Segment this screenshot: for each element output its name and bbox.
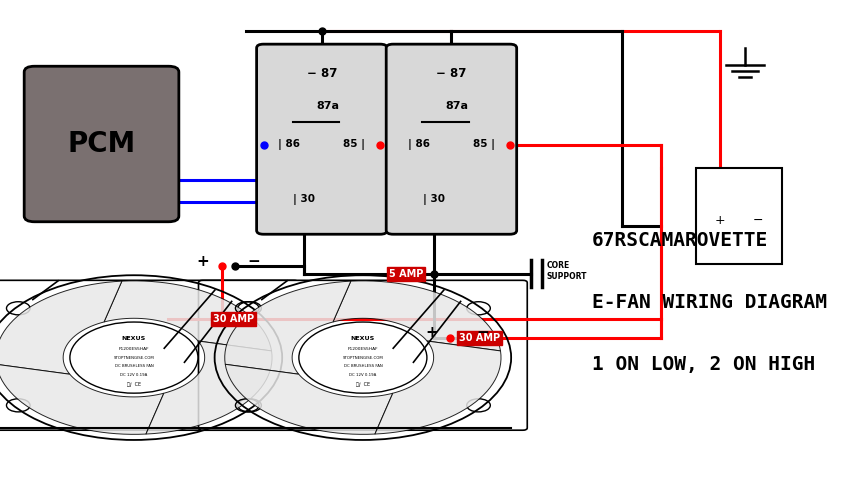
Text: −: − <box>477 324 489 340</box>
Polygon shape <box>0 364 164 434</box>
Polygon shape <box>104 281 271 351</box>
FancyBboxPatch shape <box>199 280 527 430</box>
Polygon shape <box>375 341 501 434</box>
Text: − 87: − 87 <box>307 67 337 80</box>
Text: | 30: | 30 <box>423 194 445 205</box>
Text: CORE
SUPPORT: CORE SUPPORT <box>547 262 588 281</box>
Text: 30 AMP: 30 AMP <box>459 334 500 343</box>
Text: Ⓤⅉ  CE: Ⓤⅉ CE <box>356 382 370 387</box>
Text: 85 |: 85 | <box>473 139 495 150</box>
Text: Ⓤⅉ  CE: Ⓤⅉ CE <box>127 382 141 387</box>
Polygon shape <box>225 281 351 374</box>
Text: | 86: | 86 <box>408 139 429 150</box>
Text: E-FAN WIRING DIAGRAM: E-FAN WIRING DIAGRAM <box>592 293 827 312</box>
Bar <box>696 168 782 264</box>
Circle shape <box>70 322 198 393</box>
FancyBboxPatch shape <box>0 280 298 430</box>
FancyBboxPatch shape <box>386 44 517 234</box>
Text: F1200ES5HAF: F1200ES5HAF <box>118 347 149 351</box>
Text: 5 AMP: 5 AMP <box>389 269 423 278</box>
Polygon shape <box>146 341 272 434</box>
Polygon shape <box>333 281 500 351</box>
Text: +: + <box>425 324 438 340</box>
Text: DC BRUSHLESS FAN: DC BRUSHLESS FAN <box>344 364 382 369</box>
Text: DC 12V 0.19A: DC 12V 0.19A <box>349 373 377 377</box>
Polygon shape <box>226 364 393 434</box>
Text: | 30: | 30 <box>294 194 315 205</box>
Text: PCM: PCM <box>67 130 136 158</box>
Circle shape <box>299 322 427 393</box>
Text: NEXUS: NEXUS <box>122 336 146 340</box>
Text: DC BRUSHLESS FAN: DC BRUSHLESS FAN <box>115 364 153 369</box>
FancyBboxPatch shape <box>24 66 179 222</box>
Text: +: + <box>715 214 725 228</box>
Polygon shape <box>0 281 122 374</box>
FancyBboxPatch shape <box>257 44 387 234</box>
Text: NEXUS: NEXUS <box>351 336 375 340</box>
Text: 1 ON LOW, 2 ON HIGH: 1 ON LOW, 2 ON HIGH <box>592 355 815 374</box>
Text: −: − <box>248 254 260 269</box>
Text: STOPTNENGISE.COM: STOPTNENGISE.COM <box>342 356 384 360</box>
Text: DC 12V 0.19A: DC 12V 0.19A <box>120 373 148 377</box>
Text: 87a: 87a <box>446 101 469 111</box>
Text: − 87: − 87 <box>436 67 467 80</box>
Text: +: + <box>196 254 209 269</box>
Text: 87a: 87a <box>316 101 340 111</box>
Text: F1200ES5HAF: F1200ES5HAF <box>347 347 378 351</box>
Text: 85 |: 85 | <box>344 139 365 150</box>
Text: | 86: | 86 <box>278 139 300 150</box>
Text: 67RSCAMAROVETTE: 67RSCAMAROVETTE <box>592 230 768 250</box>
Text: 30 AMP: 30 AMP <box>213 314 254 324</box>
Text: STOPTNENGISE.COM: STOPTNENGISE.COM <box>113 356 155 360</box>
Text: −: − <box>753 214 763 228</box>
